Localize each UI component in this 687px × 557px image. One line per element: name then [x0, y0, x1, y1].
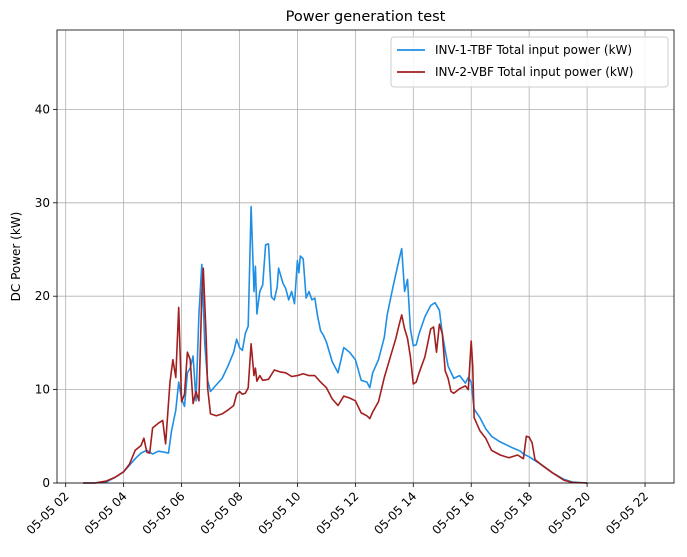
plot-frame — [56, 29, 675, 484]
legend-label: INV-1-TBF Total input power (kW) — [435, 43, 632, 57]
y-tick-label: 40 — [35, 102, 50, 116]
y-axis: 0 10 20 30 40 — [35, 102, 57, 490]
y-tick-label: 20 — [35, 289, 50, 303]
legend: INV-1-TBF Total input power (kW) INV-2-VB… — [390, 36, 669, 88]
y-tick-label: 10 — [35, 383, 50, 397]
y-tick-label: 0 — [42, 476, 50, 490]
series-line-2 — [83, 267, 588, 484]
y-tick-label: 30 — [35, 196, 50, 210]
legend-label: INV-2-VBF Total input power (kW) — [435, 65, 633, 79]
chart-title: Power generation test — [286, 9, 446, 25]
legend-box — [390, 36, 669, 88]
series-line-1 — [83, 205, 588, 484]
series-layer — [83, 205, 588, 484]
y-axis-label: DC Power (kW) — [9, 212, 23, 302]
grid — [57, 30, 674, 484]
